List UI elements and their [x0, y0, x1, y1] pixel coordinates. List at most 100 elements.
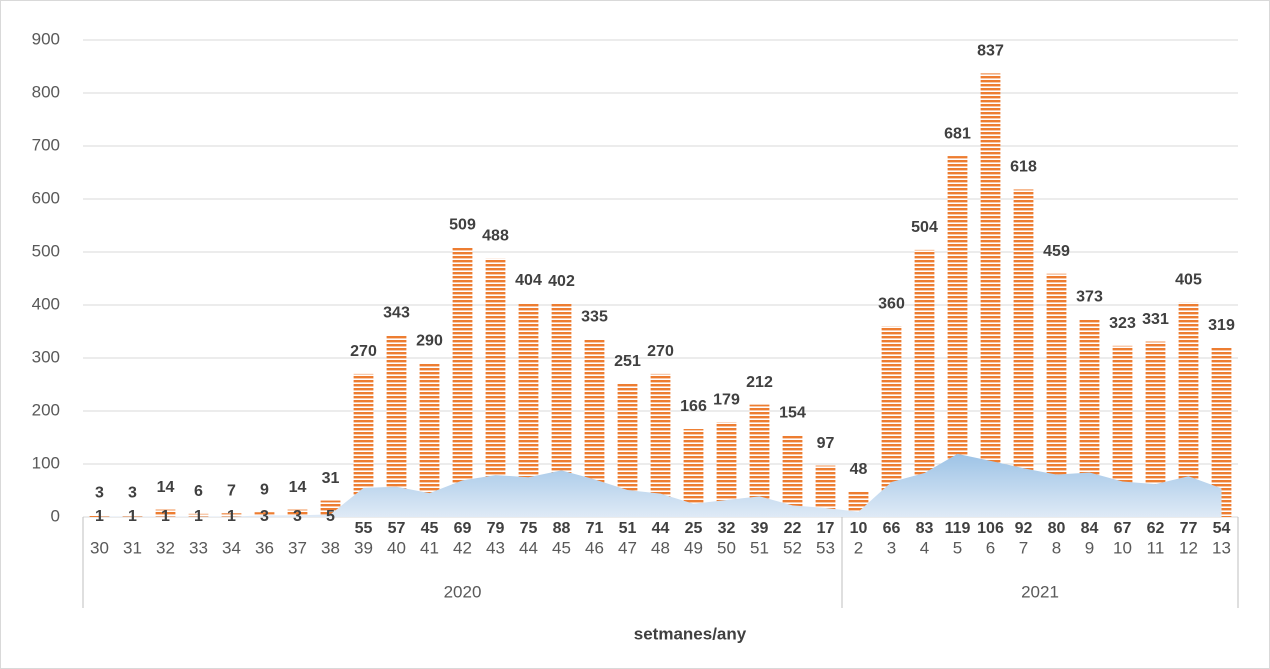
- x-tick-label: 38: [321, 538, 340, 557]
- y-tick-label: 900: [32, 29, 60, 48]
- data-label: 54: [1213, 520, 1231, 537]
- data-label: 5: [326, 508, 335, 525]
- y-tick-label: 100: [32, 453, 60, 472]
- data-label: 62: [1147, 520, 1165, 537]
- bar: [287, 509, 308, 517]
- x-tick-label: 51: [750, 538, 769, 557]
- data-label: 80: [1048, 520, 1066, 537]
- x-tick-label: 32: [156, 538, 175, 557]
- data-label: 166: [680, 398, 707, 415]
- data-label: 48: [850, 461, 868, 478]
- data-label: 84: [1081, 520, 1099, 537]
- data-label: 504: [911, 219, 938, 236]
- data-label: 45: [421, 520, 439, 537]
- x-tick-label: 3: [887, 538, 896, 557]
- data-label: 1: [161, 508, 170, 525]
- data-label: 488: [482, 228, 509, 245]
- bar: [749, 404, 770, 517]
- group-label: 2020: [444, 582, 482, 601]
- data-label: 331: [1142, 311, 1169, 328]
- data-label: 3: [293, 508, 302, 525]
- data-label: 404: [515, 272, 542, 289]
- data-label: 6: [194, 483, 203, 500]
- data-label: 1: [95, 508, 104, 525]
- data-label: 66: [883, 520, 901, 537]
- bar: [386, 335, 407, 517]
- x-tick-label: 12: [1179, 538, 1198, 557]
- data-label: 270: [350, 343, 377, 360]
- data-label: 270: [647, 343, 674, 360]
- x-tick-label: 45: [552, 538, 571, 557]
- data-label: 405: [1175, 272, 1202, 289]
- bar: [452, 247, 473, 518]
- bar: [650, 373, 671, 517]
- data-label: 323: [1109, 315, 1136, 332]
- bar: [881, 326, 902, 517]
- x-tick-label: 2: [854, 538, 863, 557]
- data-label: 75: [520, 520, 538, 537]
- bar: [617, 383, 638, 517]
- data-label: 335: [581, 309, 608, 326]
- bar: [1145, 341, 1166, 517]
- y-tick-label: 200: [32, 400, 60, 419]
- data-label: 509: [449, 216, 476, 233]
- bar: [155, 509, 176, 517]
- x-tick-label: 37: [288, 538, 307, 557]
- bar: [782, 435, 803, 517]
- bar: [254, 512, 275, 517]
- x-tick-label: 9: [1085, 538, 1094, 557]
- bar: [353, 373, 374, 517]
- data-label: 343: [383, 304, 410, 321]
- bar: [716, 422, 737, 517]
- data-label: 57: [388, 520, 406, 537]
- data-label: 7: [227, 483, 236, 500]
- x-tick-label: 33: [189, 538, 208, 557]
- data-label: 83: [916, 520, 934, 537]
- x-tick-label: 30: [90, 538, 109, 557]
- x-tick-label: 46: [585, 538, 604, 557]
- y-tick-label: 600: [32, 188, 60, 207]
- bar: [1079, 319, 1100, 517]
- x-tick-label: 6: [986, 538, 995, 557]
- data-label: 3: [260, 508, 269, 525]
- data-label: 31: [322, 470, 340, 487]
- data-label: 106: [977, 520, 1004, 537]
- bar: [1046, 273, 1067, 517]
- bar: [980, 73, 1001, 517]
- data-label: 154: [779, 405, 806, 422]
- x-tick-label: 8: [1052, 538, 1061, 557]
- data-label: 17: [817, 520, 835, 537]
- x-tick-label: 31: [123, 538, 142, 557]
- y-tick-label: 0: [51, 506, 60, 525]
- data-label: 618: [1010, 159, 1037, 176]
- x-tick-label: 47: [618, 538, 637, 557]
- data-label: 92: [1015, 520, 1033, 537]
- bar: [815, 465, 836, 517]
- bar: [551, 303, 572, 517]
- data-label: 97: [817, 435, 835, 452]
- data-label: 1: [194, 508, 203, 525]
- bar: [914, 249, 935, 517]
- x-tick-label: 40: [387, 538, 406, 557]
- data-label: 67: [1114, 520, 1132, 537]
- y-tick-label: 300: [32, 347, 60, 366]
- data-label: 51: [619, 520, 637, 537]
- x-tick-label: 36: [255, 538, 274, 557]
- x-tick-label: 5: [953, 538, 962, 557]
- bar: [584, 339, 605, 517]
- x-tick-label: 48: [651, 538, 670, 557]
- data-label: 459: [1043, 243, 1070, 260]
- data-label: 9: [260, 481, 269, 498]
- data-label: 79: [487, 520, 505, 537]
- data-label: 1: [227, 508, 236, 525]
- data-label: 77: [1180, 520, 1198, 537]
- data-label: 251: [614, 353, 641, 370]
- bar: [1178, 302, 1199, 517]
- bar: [683, 429, 704, 517]
- x-tick-label: 39: [354, 538, 373, 557]
- x-tick-label: 11: [1147, 538, 1165, 557]
- data-label: 212: [746, 374, 773, 391]
- x-axis-title: setmanes/any: [634, 624, 747, 643]
- x-tick-label: 4: [920, 538, 929, 557]
- bar: [1112, 345, 1133, 517]
